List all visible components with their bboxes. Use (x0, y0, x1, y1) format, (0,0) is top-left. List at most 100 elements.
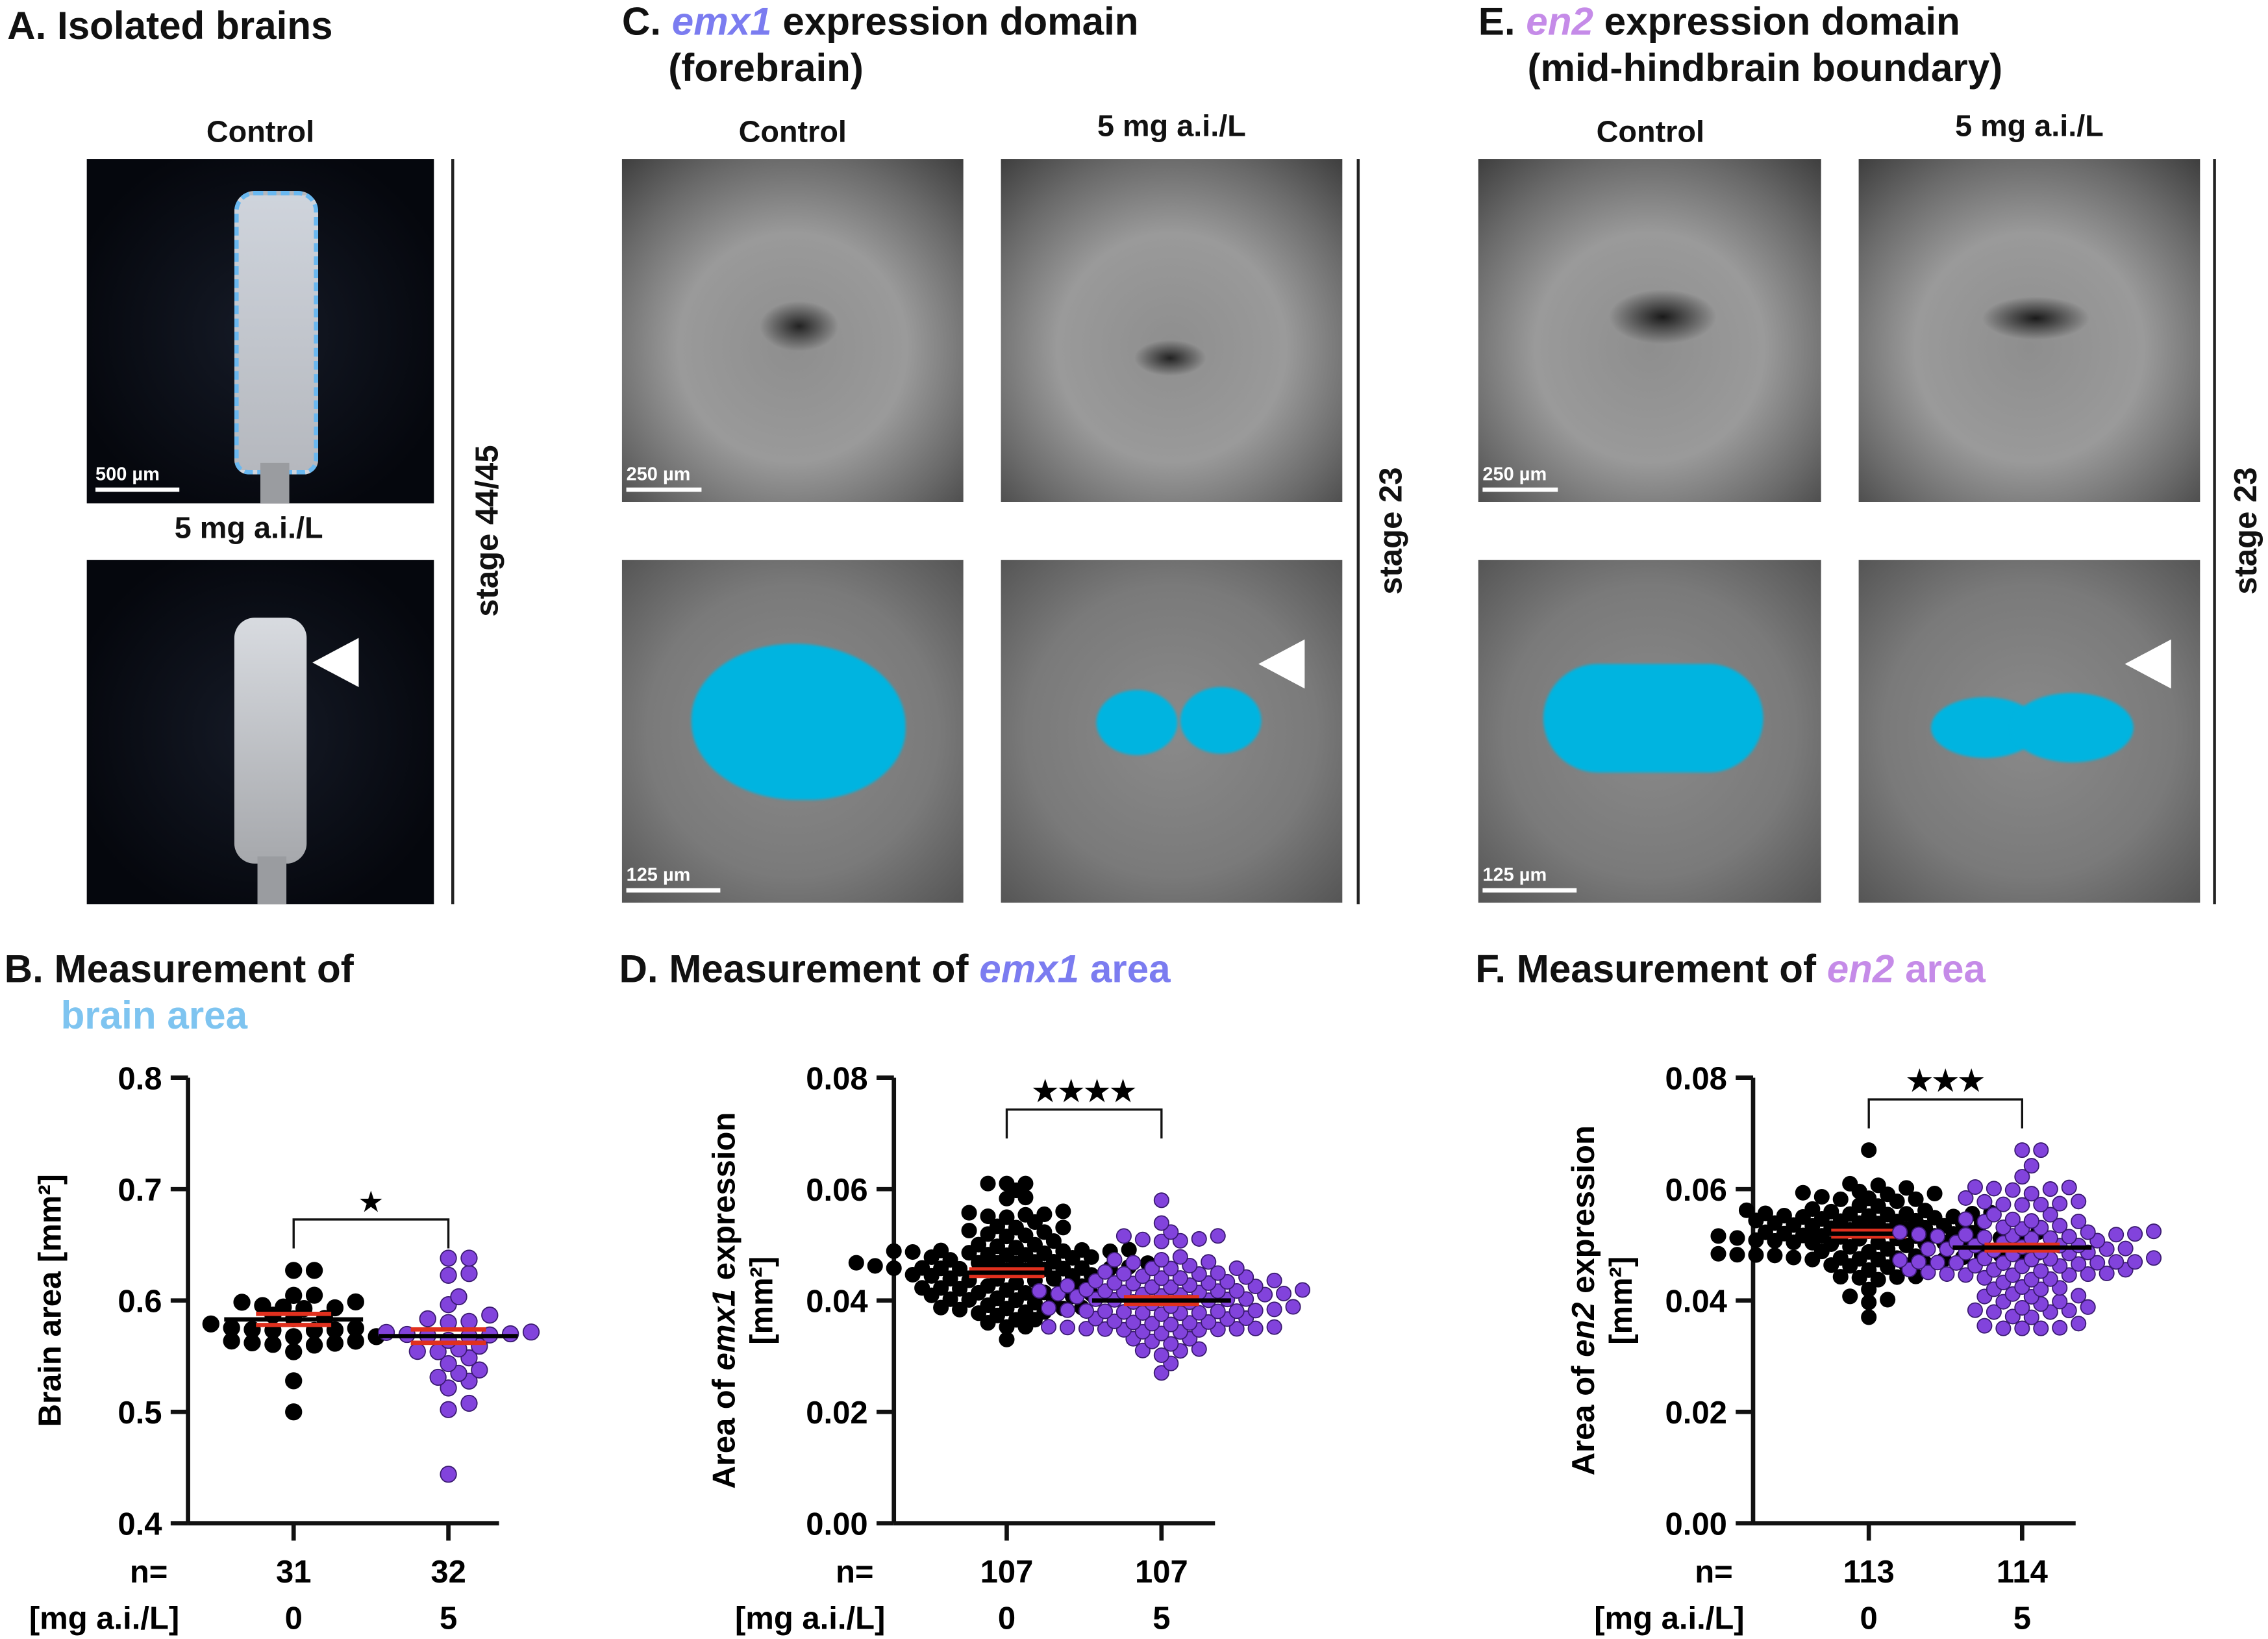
data-point (961, 1222, 977, 1239)
data-point (1958, 1190, 1974, 1206)
n-value: 107 (1135, 1555, 1188, 1590)
data-point (2061, 1229, 2077, 1245)
data-point (2033, 1196, 2049, 1213)
data-point (1172, 1249, 1188, 1265)
data-point (999, 1209, 1015, 1225)
data-point (2023, 1186, 2039, 1202)
data-point (285, 1372, 303, 1390)
data-point (2052, 1195, 2068, 1212)
n-value: 32 (430, 1555, 466, 1590)
data-point (1041, 1319, 1057, 1335)
en2-treated-image (1858, 159, 2200, 503)
data-point (1976, 1229, 1993, 1245)
n-label: n= (1695, 1555, 1733, 1590)
dose-label: [mg a.i./L] (29, 1601, 179, 1636)
data-point (1295, 1282, 1311, 1298)
data-point (1880, 1292, 1896, 1308)
data-point (460, 1312, 478, 1331)
data-point (1948, 1255, 1964, 1271)
scale-bar: 250 µm (626, 463, 702, 492)
data-point (1210, 1228, 1226, 1244)
data-point (502, 1325, 519, 1343)
data-point (1870, 1177, 1886, 1194)
dose-value: 0 (285, 1601, 303, 1636)
gene-name: emx1 (671, 0, 772, 44)
stage-divider (1356, 159, 1360, 905)
data-point (1976, 1194, 1993, 1210)
data-point (440, 1379, 457, 1397)
n-value: 107 (980, 1555, 1034, 1590)
y-tick-label: 0.08 (1665, 1061, 1726, 1096)
data-point (1172, 1270, 1188, 1286)
scale-bar: 500 µm (95, 463, 180, 492)
data-point (2061, 1303, 2077, 1319)
data-point (980, 1208, 996, 1225)
data-point (1228, 1260, 1245, 1277)
data-point (867, 1258, 883, 1274)
arrowhead-icon (1258, 639, 1305, 689)
data-point (2071, 1316, 2087, 1332)
data-point (285, 1343, 303, 1360)
title-prefix: D. Measurement of (619, 947, 980, 991)
data-point (1017, 1207, 1034, 1223)
data-point (1920, 1264, 1936, 1281)
data-point (1106, 1275, 1123, 1291)
data-point (1097, 1303, 1113, 1320)
y-axis-label: Brain area [mm²] (33, 1174, 68, 1427)
n-value: 31 (276, 1555, 312, 1590)
data-point (886, 1260, 902, 1277)
data-point (1031, 1282, 1047, 1299)
data-point (460, 1394, 478, 1412)
data-point (1163, 1316, 1179, 1332)
en2-treated-overlay (1858, 560, 2200, 903)
data-point (1757, 1224, 1773, 1240)
scale-bar-label: 125 µm (1482, 863, 1547, 886)
data-point (1920, 1241, 1936, 1257)
data-point (1861, 1208, 1877, 1224)
data-point (914, 1280, 930, 1296)
stage-divider (2213, 159, 2216, 905)
data-point (450, 1364, 467, 1383)
panel-e-subtitle: (mid-hindbrain boundary) (1527, 46, 2003, 90)
data-point (347, 1320, 364, 1337)
data-point (1088, 1273, 1104, 1289)
data-point (848, 1255, 864, 1271)
n-value: 113 (1843, 1555, 1895, 1590)
data-point (1889, 1269, 1905, 1285)
data-point (1060, 1302, 1076, 1318)
data-point (1153, 1233, 1169, 1249)
n-value: 114 (1997, 1555, 2048, 1590)
data-point (2071, 1213, 2087, 1230)
data-point (1106, 1251, 1123, 1268)
panel-a-title: A. Isolated brains (7, 4, 333, 48)
significance-stars: ★ (359, 1188, 382, 1217)
data-point (2099, 1265, 2115, 1282)
label-control: Control (1596, 116, 1704, 149)
data-point (1153, 1325, 1169, 1342)
data-point (1861, 1142, 1877, 1158)
data-point (1786, 1249, 1802, 1266)
data-point (1153, 1347, 1169, 1364)
data-point (1995, 1320, 2012, 1336)
gene-name: emx1 (979, 947, 1080, 991)
data-point (2014, 1142, 2030, 1158)
data-point (2033, 1281, 2049, 1297)
y-tick-label: 0.6 (118, 1284, 162, 1320)
data-point (1911, 1226, 1927, 1242)
y-tick-label: 0.04 (806, 1284, 867, 1320)
data-point (1228, 1282, 1245, 1299)
data-point (2033, 1320, 2049, 1336)
scale-bar: 125 µm (1482, 863, 1577, 893)
data-point (1861, 1244, 1877, 1260)
data-point (2071, 1288, 2087, 1304)
data-point (285, 1328, 303, 1345)
data-point (1163, 1336, 1179, 1352)
data-point (1017, 1304, 1034, 1320)
treated-brain-image (86, 560, 434, 905)
data-point (1153, 1365, 1169, 1381)
panel-b-subtitle: brain area (60, 994, 248, 1038)
data-point (1842, 1175, 1858, 1192)
data-point (1870, 1271, 1886, 1288)
data-point (481, 1307, 499, 1324)
title-suffix: area (1894, 947, 1986, 991)
